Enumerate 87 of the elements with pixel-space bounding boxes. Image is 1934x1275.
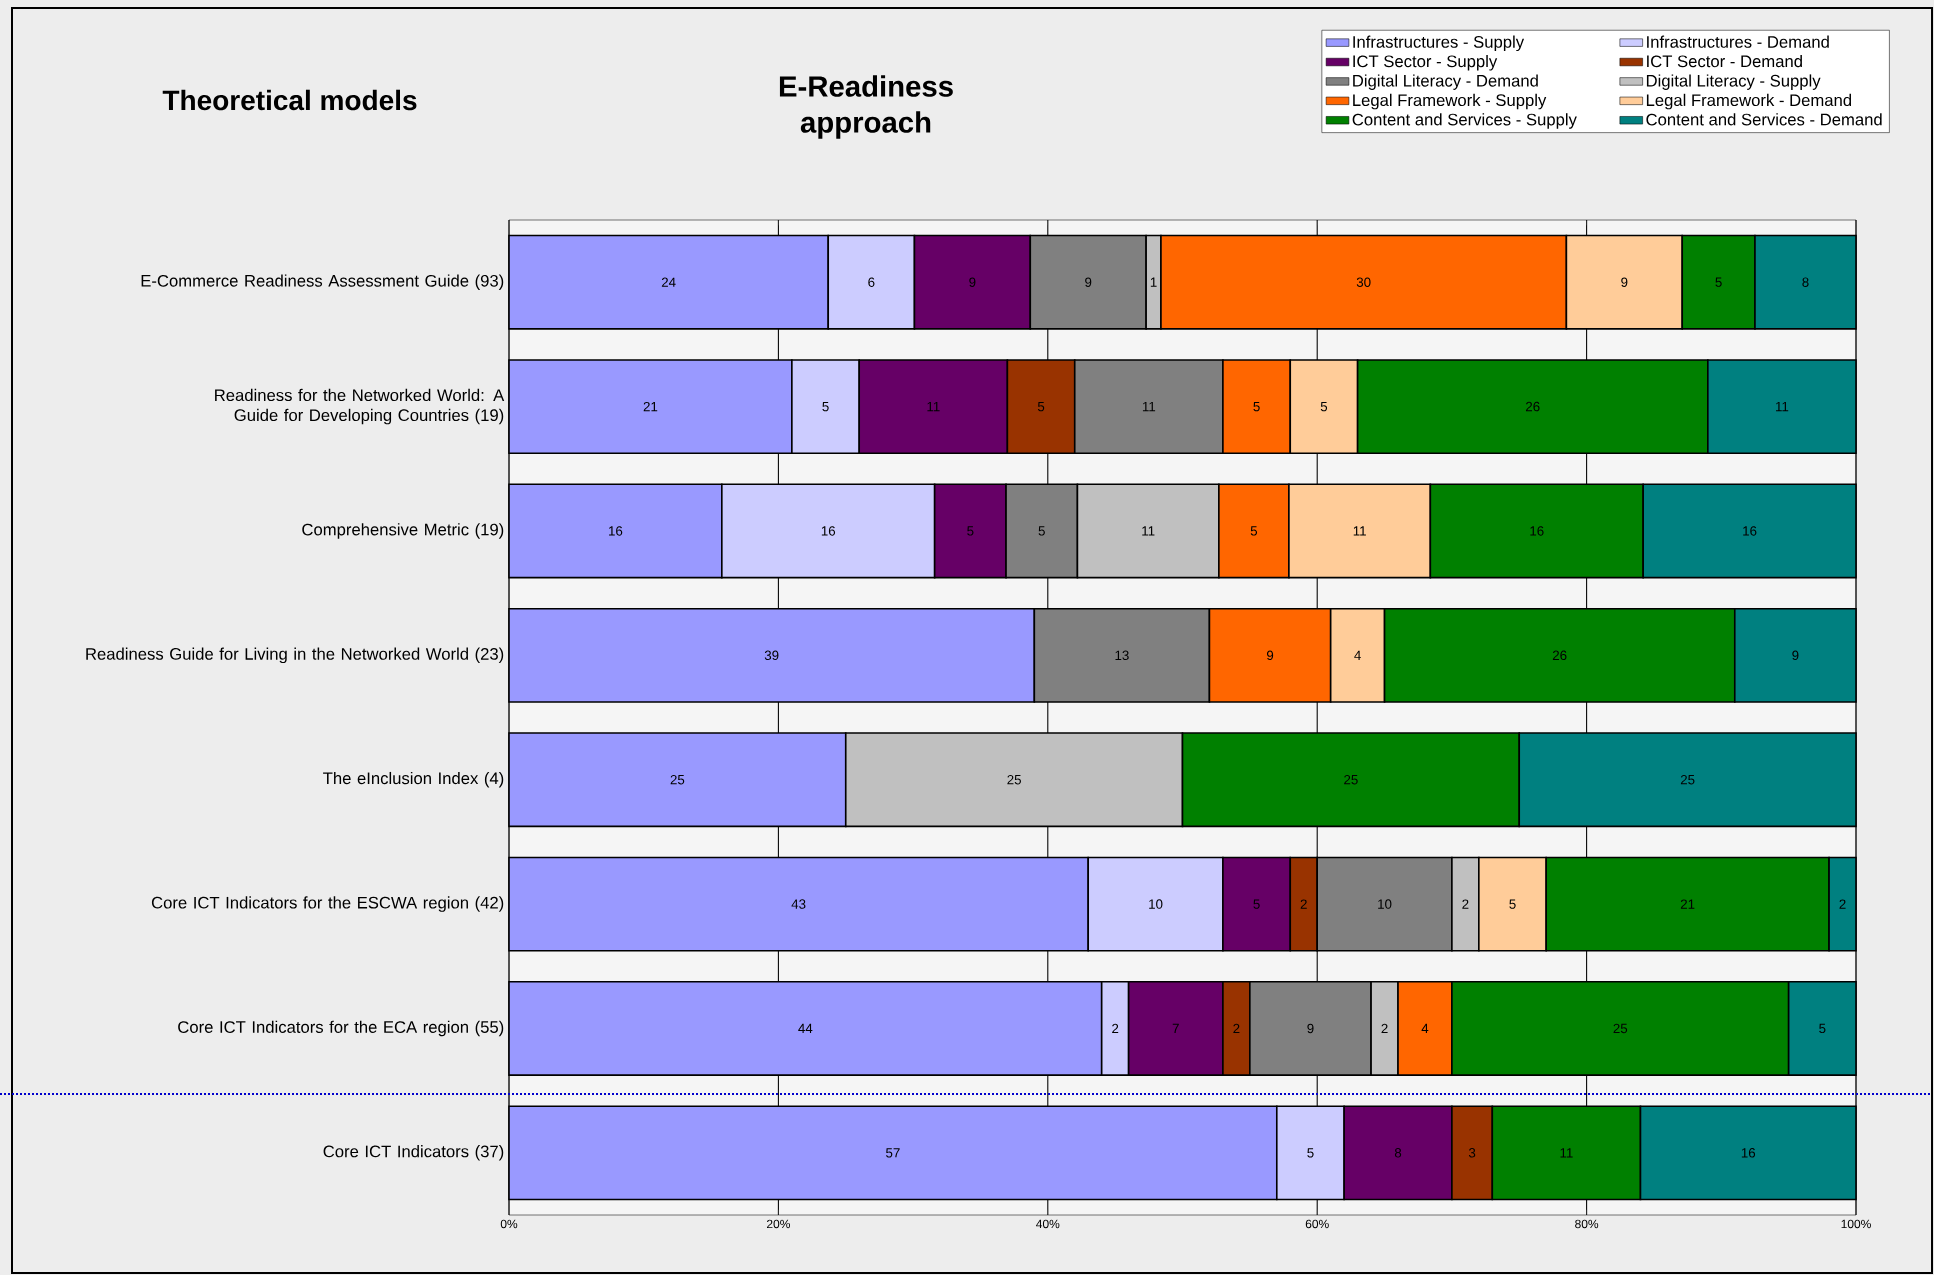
data-label: 5 [1715,277,1722,287]
data-label: 25 [670,774,685,785]
data-label: 1 [1150,277,1157,287]
data-label: 2 [1112,1023,1119,1034]
data-label: 13 [1115,650,1129,661]
data-label: 10 [1149,899,1163,909]
data-label: 39 [764,650,779,661]
data-label: 9 [1792,650,1799,661]
data-label: 4 [1421,1023,1429,1034]
legend-label: Infrastructures - Demand [1647,35,1829,48]
data-label: 30 [1356,277,1371,287]
data-label: 2 [1300,899,1307,909]
data-label: 25 [1344,774,1358,785]
data-label: 8 [1802,277,1809,287]
y-tick-label: Readiness Guide for Living in the Networked World (23) [86,647,504,664]
data-label: 11 [927,401,940,412]
data-label: 5 [967,526,974,536]
data-label: 11 [1560,1148,1573,1158]
data-label: 5 [1307,1148,1314,1158]
data-label: 16 [1743,526,1757,536]
data-label: 10 [1378,899,1392,909]
data-label: 16 [821,526,836,536]
legend-label: Digital Literacy - Supply [1646,74,1821,90]
data-label: 5 [1037,401,1045,412]
y-tick-label: Core ICT Indicators (37) [323,1145,504,1161]
data-label: 5 [1509,899,1516,909]
data-label: 11 [1142,401,1156,412]
data-label: 4 [1354,650,1361,660]
data-label: 26 [1525,401,1540,412]
data-label: 11 [1142,526,1155,536]
x-tick-label: 40% [1036,1219,1060,1229]
x-tick-label: 80% [1575,1219,1599,1229]
data-label: 5 [1038,526,1045,536]
y-tick-label: Core ICT Indicators for the ECA region (55) [178,1020,504,1037]
data-label: 57 [886,1148,900,1158]
data-label: 2 [1839,899,1846,909]
data-label: 43 [791,899,806,909]
data-label: 16 [1530,526,1544,536]
data-label: 5 [1320,401,1328,412]
data-label: 5 [1819,1023,1826,1034]
data-label: 2 [1233,1023,1240,1034]
data-label: 9 [1307,1023,1314,1034]
data-label: 11 [1353,526,1366,536]
chart-subtitle: Theoretical models [162,89,417,111]
data-label: 21 [643,401,658,412]
data-label: 25 [1007,774,1021,785]
data-label: 3 [1468,1148,1476,1158]
legend-label: Digital Literacy - Demand [1353,74,1538,90]
legend-label: ICT Sector - Supply [1353,54,1498,71]
data-label: 16 [609,526,623,536]
data-label: 5 [1253,401,1260,412]
x-tick-label: 20% [767,1219,790,1229]
y-tick-label: Readiness for the Networked World: A Guide for Developing Countries (19) [215,388,505,425]
legend-label: Legal Framework - Supply [1353,93,1547,110]
data-label: 5 [1253,899,1260,909]
data-label: 9 [1621,277,1628,287]
legend-label: Content and Services - Demand [1646,113,1882,126]
data-label: 2 [1462,899,1469,909]
y-tick-label: E-Commerce Readiness Assessment Guide (93) [141,274,504,290]
data-label: 26 [1552,650,1567,661]
data-label: 5 [1250,526,1258,536]
x-tick-label: 0% [500,1219,518,1229]
data-label: 6 [868,277,875,287]
data-label: 8 [1394,1148,1402,1158]
legend-label: Content and Services - Supply [1352,113,1577,129]
data-label: 25 [1680,774,1695,785]
data-label: 9 [1266,650,1274,661]
data-label: 21 [1680,899,1695,909]
data-label: 2 [1381,1023,1388,1034]
x-tick-label: 100% [1841,1219,1871,1229]
data-label: 24 [661,277,676,287]
y-tick-label: Comprehensive Metric (19) [302,523,504,539]
data-label: 25 [1613,1023,1628,1034]
data-label: 5 [822,401,829,412]
legend-label: Legal Framework - Demand [1646,93,1852,110]
x-tick-label: 60% [1305,1219,1329,1229]
data-label: 11 [1776,401,1789,412]
data-label: 44 [798,1023,813,1034]
data-label: 9 [1085,277,1092,287]
legend-label: ICT Sector - Demand [1647,54,1802,68]
data-label: 9 [969,277,976,287]
y-tick-label: Core ICT Indicators for the ESCWA region (42) [151,896,504,912]
legend-label: Infrastructures - Supply [1353,35,1525,52]
data-label: 7 [1172,1023,1179,1034]
y-tick-label: The eInclusion Index (4) [323,771,504,788]
data-label: 16 [1741,1148,1756,1158]
chart-title: E-Readiness approach [779,75,953,139]
